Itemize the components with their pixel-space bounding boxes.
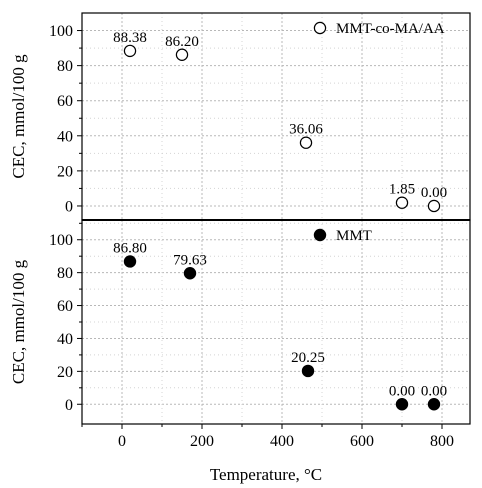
legend-label: MMT-co-MA/AA — [336, 21, 445, 37]
data-point — [123, 44, 137, 58]
x-tick-label: 200 — [190, 433, 214, 450]
x-tick-label: 600 — [350, 433, 374, 450]
y-tick-label: 80 — [57, 265, 73, 282]
data-point — [175, 48, 189, 61]
y-tick-label: 60 — [57, 93, 73, 110]
y-tick-label: 60 — [57, 298, 73, 315]
y-tick-label: 20 — [57, 163, 73, 180]
data-label: 0.00 — [389, 383, 415, 399]
legend-marker — [313, 21, 327, 35]
data-point — [183, 267, 197, 280]
data-point — [301, 364, 315, 378]
y-tick-label: 0 — [65, 198, 73, 215]
x-tick-label: 800 — [430, 433, 454, 450]
data-label: 88.38 — [113, 30, 147, 46]
legend-marker — [313, 228, 327, 242]
data-point — [427, 199, 441, 213]
y-tick-label: 40 — [57, 128, 73, 145]
data-point — [395, 398, 409, 411]
data-label: 79.63 — [173, 252, 207, 268]
y-tick-label: 20 — [57, 364, 73, 381]
data-point — [427, 398, 441, 411]
data-point — [395, 196, 409, 209]
y-tick-label: 100 — [49, 23, 73, 40]
data-label: 0.00 — [421, 383, 447, 399]
x-axis-title: Temperature, °C — [210, 465, 322, 484]
y-tick-label: 100 — [49, 232, 73, 249]
x-tick-label: 400 — [270, 433, 294, 450]
data-point — [123, 255, 137, 268]
y-tick-label: 0 — [65, 397, 73, 414]
legend-label: MMT — [336, 228, 372, 244]
data-label: 0.00 — [421, 185, 447, 201]
y-tick-label: 40 — [57, 331, 73, 348]
data-label: 86.20 — [165, 34, 199, 50]
data-point — [299, 136, 313, 149]
y-tick-label: 80 — [57, 58, 73, 75]
panel-top: 0 20 40 60 80 100 CEC, mmol/100 g 88.38 86.20 36.… — [9, 12, 471, 221]
data-label: 86.80 — [113, 240, 147, 256]
panel-bottom: 0 20 40 60 80 100 CEC, mmol/100 g 86.80 79.63 20.… — [9, 219, 471, 425]
data-label: 1.85 — [389, 182, 415, 198]
y-axis-title: CEC, mmol/100 g — [9, 54, 28, 179]
data-label: 20.25 — [291, 350, 325, 366]
y-axis-title: CEC, mmol/100 g — [9, 259, 28, 384]
data-label: 36.06 — [289, 122, 323, 138]
x-tick-label: 0 — [118, 433, 126, 450]
